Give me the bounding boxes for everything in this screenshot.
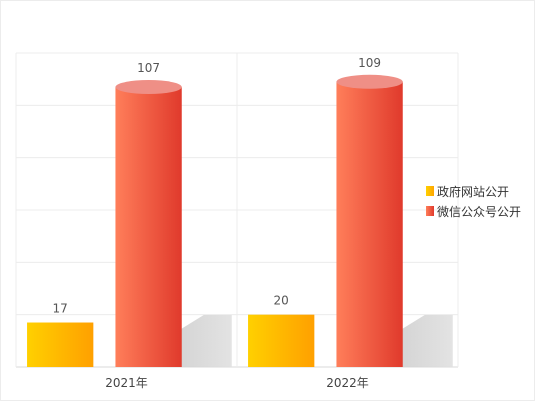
bar-cap: [336, 74, 403, 89]
data-label: 107: [137, 61, 160, 75]
data-label: 109: [358, 56, 381, 70]
bar: [336, 81, 403, 368]
bar-cap: [115, 80, 182, 95]
x-tick-label: 2021年: [105, 376, 148, 390]
legend: 政府网站公开 微信公众号公开: [426, 181, 521, 221]
legend-swatch: [426, 206, 434, 216]
legend-label: 政府网站公开: [437, 184, 510, 199]
legend-item-series-1[interactable]: 政府网站公开: [426, 181, 521, 201]
labels: 2021年 2022年 17 20 107 109: [53, 56, 381, 390]
legend-item-series-2[interactable]: 微信公众号公开: [426, 201, 521, 221]
x-tick-label: 2022年: [326, 376, 369, 390]
bars: [27, 74, 403, 368]
data-label: 17: [53, 302, 68, 316]
bar: [248, 314, 315, 367]
data-label: 20: [274, 294, 289, 308]
legend-label: 微信公众号公开: [437, 204, 522, 219]
legend-swatch: [426, 186, 434, 196]
bar: [115, 87, 182, 368]
bar: [27, 322, 94, 367]
